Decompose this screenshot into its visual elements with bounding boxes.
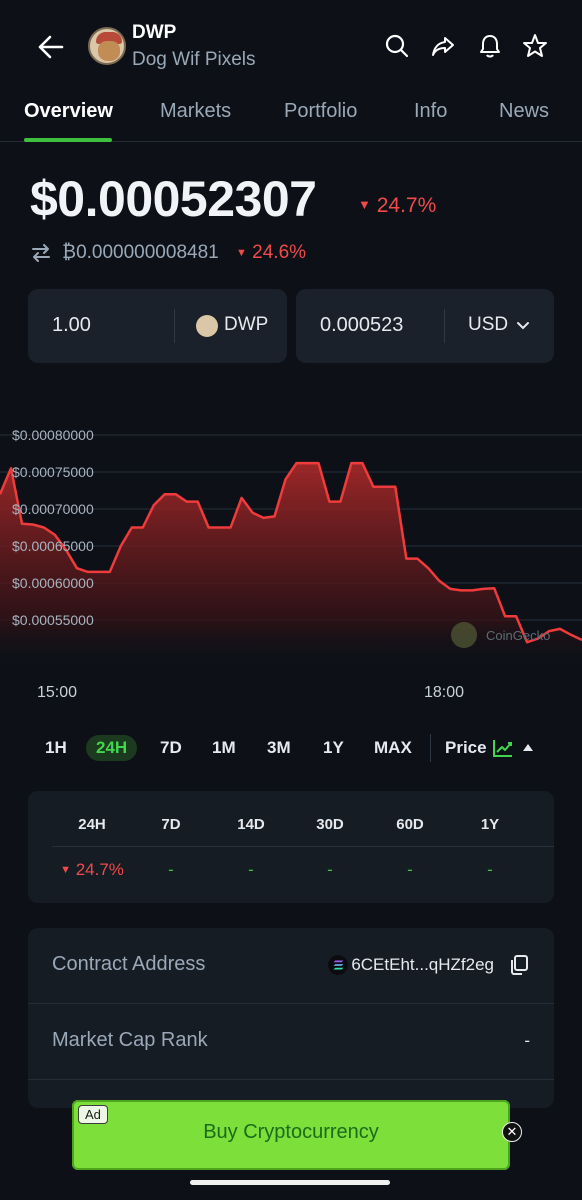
ad-badge: Ad xyxy=(78,1105,108,1124)
header: DWP Dog Wif Pixels xyxy=(0,0,582,92)
performance-table: 24H 7D 14D 30D 60D 1Y ▼ 24.7% - - - - - xyxy=(28,791,554,903)
divider xyxy=(430,734,431,762)
y-axis-label: $0.00080000 xyxy=(12,427,94,443)
converter-coin-symbol: DWP xyxy=(224,314,269,335)
market-cap-rank-row: Market Cap Rank - xyxy=(28,1004,554,1080)
bell-icon[interactable] xyxy=(477,33,503,59)
contract-address-row[interactable]: Contract Address 6CEtEht...qHZf2eg xyxy=(28,928,554,1004)
range-24h[interactable]: 24H xyxy=(86,735,138,761)
copy-icon[interactable] xyxy=(508,954,530,976)
search-icon[interactable] xyxy=(384,33,410,59)
divider xyxy=(444,309,445,343)
range-1h[interactable]: 1H xyxy=(45,738,67,757)
converter-fiat-box[interactable]: 0.000523 USD xyxy=(296,289,554,363)
btc-price-change: ▼ 24.6% xyxy=(236,242,306,264)
converter-coin-box[interactable]: 1.00 DWP xyxy=(28,289,287,363)
range-1m[interactable]: 1M xyxy=(212,738,236,757)
perf-header: 1Y xyxy=(480,816,500,833)
coin-info-card: Contract Address 6CEtEht...qHZf2eg Marke… xyxy=(28,928,554,1108)
price-line xyxy=(0,461,582,644)
range-1y[interactable]: 1Y xyxy=(323,738,344,757)
coin-symbol: DWP xyxy=(132,22,177,43)
perf-value-text: 24.7% xyxy=(75,860,124,879)
solana-icon xyxy=(328,955,348,975)
perf-value: - xyxy=(407,860,413,879)
down-triangle-icon: ▼ xyxy=(60,864,71,876)
converter-value[interactable]: 0.000523 xyxy=(320,314,404,336)
perf-value: - xyxy=(327,860,333,879)
price-change-value: 24.7% xyxy=(376,194,437,217)
chevron-down-icon[interactable] xyxy=(516,319,530,333)
share-icon[interactable] xyxy=(430,33,456,59)
down-triangle-icon: ▼ xyxy=(236,247,247,259)
converter-amount[interactable]: 1.00 xyxy=(52,314,91,336)
perf-value: - xyxy=(248,860,254,879)
tab-portfolio[interactable]: Portfolio xyxy=(284,100,358,122)
tab-news[interactable]: News xyxy=(499,100,550,122)
contract-address-value: 6CEtEht...qHZf2eg xyxy=(351,955,494,974)
ad-banner[interactable]: Ad Buy Cryptocurrency xyxy=(72,1100,510,1170)
down-triangle-icon: ▼ xyxy=(358,197,371,212)
coingecko-watermark: CoinGecko xyxy=(451,622,550,648)
market-cap-rank-value: - xyxy=(524,1031,530,1050)
coingecko-logo-icon xyxy=(451,622,477,648)
btc-price: ₿0.000000008481 xyxy=(62,242,219,263)
perf-header: 14D xyxy=(237,816,265,833)
active-tab-indicator xyxy=(24,138,112,142)
y-axis-label: $0.00070000 xyxy=(12,501,94,517)
range-3m[interactable]: 3M xyxy=(267,738,291,757)
divider xyxy=(174,309,175,343)
price-toggle[interactable]: Price xyxy=(445,738,487,758)
ad-text: Buy Cryptocurrency xyxy=(203,1121,379,1143)
y-axis-label: $0.00065000 xyxy=(12,538,94,554)
star-icon[interactable] xyxy=(522,33,548,59)
perf-header: 24H xyxy=(78,816,106,833)
perf-value: - xyxy=(168,860,174,879)
y-axis-label: $0.00055000 xyxy=(12,612,94,628)
market-cap-rank-label: Market Cap Rank xyxy=(52,1029,208,1051)
perf-value: - xyxy=(487,860,493,879)
tab-overview[interactable]: Overview xyxy=(24,100,113,122)
price-change-24h: ▼ 24.7% xyxy=(358,194,436,218)
perf-header: 7D xyxy=(161,816,181,833)
x-axis-label: 18:00 xyxy=(424,684,465,701)
watermark-text: CoinGecko xyxy=(486,628,550,643)
divider xyxy=(52,846,554,847)
y-axis-label: $0.00075000 xyxy=(12,464,94,480)
perf-header: 60D xyxy=(396,816,424,833)
x-axis-label: 15:00 xyxy=(37,684,78,701)
price-area xyxy=(0,463,582,670)
range-max[interactable]: MAX xyxy=(374,738,412,757)
coin-name: Dog Wif Pixels xyxy=(132,49,256,70)
range-selector: 1H 24H 7D 1M 3M 1Y MAX Price xyxy=(0,730,582,766)
ad-close-button[interactable]: ✕ xyxy=(502,1122,522,1142)
swap-icon[interactable] xyxy=(30,242,52,264)
range-7d[interactable]: 7D xyxy=(160,738,182,757)
caret-up-icon[interactable] xyxy=(522,742,534,752)
perf-header: 30D xyxy=(316,816,344,833)
coin-avatar xyxy=(88,27,126,65)
contract-address-label: Contract Address xyxy=(52,953,206,975)
tab-info[interactable]: Info xyxy=(414,100,448,122)
y-axis-label: $0.00060000 xyxy=(12,575,94,591)
coin-mini-icon xyxy=(196,315,218,337)
price-chart[interactable]: $0.00080000 $0.00075000 $0.00070000 $0.0006… xyxy=(0,410,582,710)
current-price: $0.00052307 xyxy=(30,171,317,227)
btc-change-value: 24.6% xyxy=(252,242,307,263)
perf-value-24h: ▼ 24.7% xyxy=(52,860,132,880)
chart-line-icon[interactable] xyxy=(492,738,514,758)
currency-select[interactable]: USD xyxy=(468,314,509,335)
price-toggle-label: Price xyxy=(445,738,487,757)
tab-markets[interactable]: Markets xyxy=(160,100,232,122)
back-arrow-icon[interactable] xyxy=(34,30,68,64)
tab-bar: Overview Markets Portfolio Info News xyxy=(0,92,582,142)
home-indicator[interactable] xyxy=(190,1180,390,1185)
